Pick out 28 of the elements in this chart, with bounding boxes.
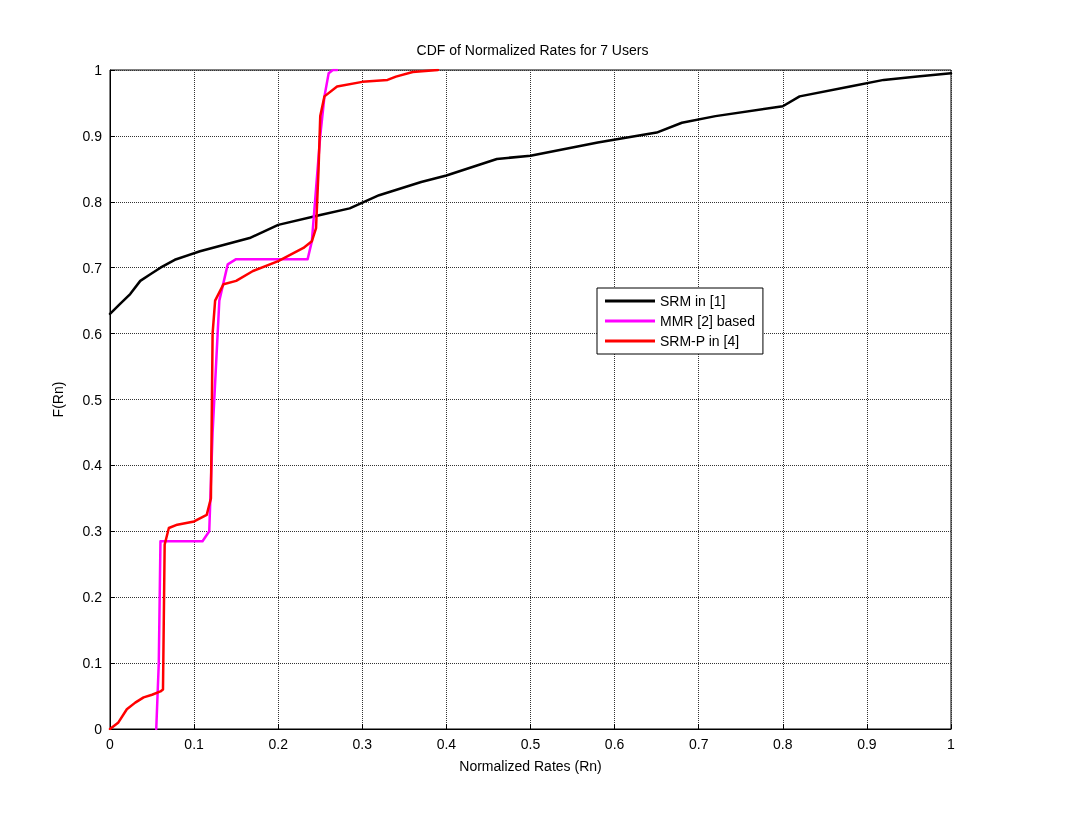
legend-label: SRM in [1]: [660, 293, 726, 309]
y-tick-label: 0.8: [82, 193, 103, 210]
x-tick-label: 0.7: [688, 736, 709, 752]
x-tick-label: 0.6: [604, 736, 625, 752]
legend-label: MMR [2] based: [660, 313, 755, 329]
y-tick-label: 0.1: [82, 655, 103, 672]
x-tick-label: 0.4: [436, 736, 457, 752]
x-tick-label: 0.5: [520, 736, 541, 752]
y-tick-label: 0.2: [82, 589, 103, 606]
y-tick-label: 0.9: [82, 127, 103, 144]
x-axis-title: Normalized Rates (Rn): [459, 758, 602, 774]
chart-title: CDF of Normalized Rates for 7 Users: [416, 42, 649, 58]
y-tick-label: 0.4: [82, 457, 103, 474]
x-tick-label: 0.2: [268, 736, 289, 752]
y-tick-label: 0.5: [82, 391, 103, 408]
x-tick-label: 0.1: [184, 736, 205, 752]
legend-label: SRM-P in [4]: [660, 333, 740, 349]
y-tick-label: 0.3: [82, 523, 103, 540]
x-tick-label: 0: [106, 736, 115, 752]
x-tick-label: 0.9: [857, 736, 877, 752]
y-tick-label: 0.6: [82, 325, 103, 342]
y-tick-label: 1: [94, 62, 103, 78]
y-tick-label: 0.7: [82, 259, 103, 276]
y-axis-title: F(Rn): [50, 381, 66, 418]
y-tick-label: 0: [94, 721, 103, 737]
x-tick-label: 0.8: [773, 736, 793, 752]
x-tick-label: 0.3: [352, 736, 373, 752]
x-tick-label: 1: [947, 736, 956, 752]
